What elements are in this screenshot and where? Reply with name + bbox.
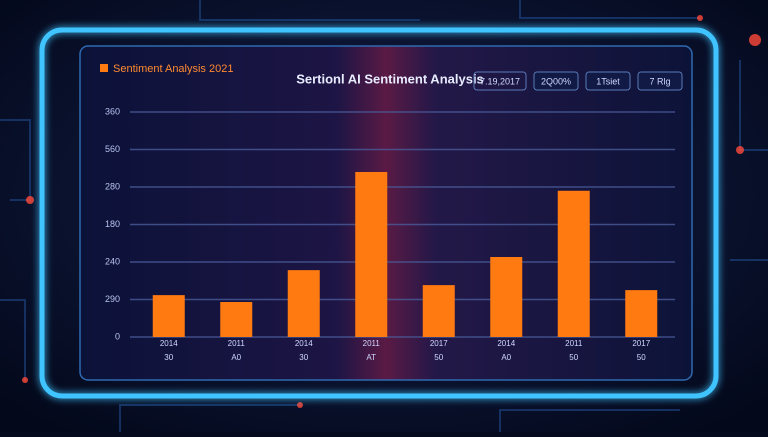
bar [490, 257, 523, 337]
y-tick-label: 280 [105, 181, 120, 191]
toolbar-button[interactable] [637, 71, 683, 91]
x-tick-sublabel: 50 [569, 353, 578, 362]
x-tick-sublabel: A0 [501, 353, 511, 362]
bar [625, 290, 658, 337]
bar [557, 190, 590, 337]
toolbar-button-label[interactable]: 7 Rlg [649, 76, 670, 86]
bar [287, 270, 320, 337]
y-tick-label: 290 [105, 294, 120, 304]
x-tick-sublabel: 30 [164, 353, 173, 362]
x-tick-sublabel: A0 [231, 353, 241, 362]
y-tick-label: 560 [105, 144, 120, 154]
x-tick-sublabel: 50 [637, 353, 646, 362]
x-tick-label: 2011 [228, 339, 246, 348]
toolbar-button-label[interactable]: 1Tsiet [596, 76, 620, 86]
legend-square [100, 64, 108, 72]
x-tick-sublabel: 50 [434, 353, 443, 362]
y-tick-label: 240 [105, 256, 120, 266]
x-tick-label: 2014 [497, 339, 515, 348]
x-tick-sublabel: 30 [299, 353, 308, 362]
bar [355, 172, 388, 337]
x-tick-label: 2014 [295, 339, 313, 348]
bar [220, 302, 253, 337]
x-tick-sublabel: AT [366, 353, 376, 362]
y-tick-label: 180 [105, 219, 120, 229]
y-tick-label: 360 [105, 106, 120, 116]
bar [152, 295, 185, 337]
y-tick-label: 0 [115, 331, 120, 341]
x-tick-label: 2017 [430, 339, 448, 348]
x-tick-label: 2011 [565, 339, 583, 348]
toolbar-button[interactable] [533, 71, 579, 91]
x-tick-label: 2014 [160, 339, 178, 348]
date-chip [473, 71, 527, 91]
panel-label: Sentiment Analysis 2021 [113, 63, 233, 75]
toolbar-button[interactable] [585, 71, 631, 91]
x-tick-label: 2011 [363, 339, 381, 348]
date-chip-label: 7.19,2017 [480, 76, 520, 86]
screen-frame [39, 27, 719, 399]
x-tick-label: 2017 [632, 339, 650, 348]
bar [422, 285, 455, 337]
toolbar-button-label[interactable]: 2Q00% [541, 76, 571, 86]
chart-title: Sertionl AI Sentiment Analysis [296, 71, 484, 86]
circuit-dots [22, 15, 761, 408]
